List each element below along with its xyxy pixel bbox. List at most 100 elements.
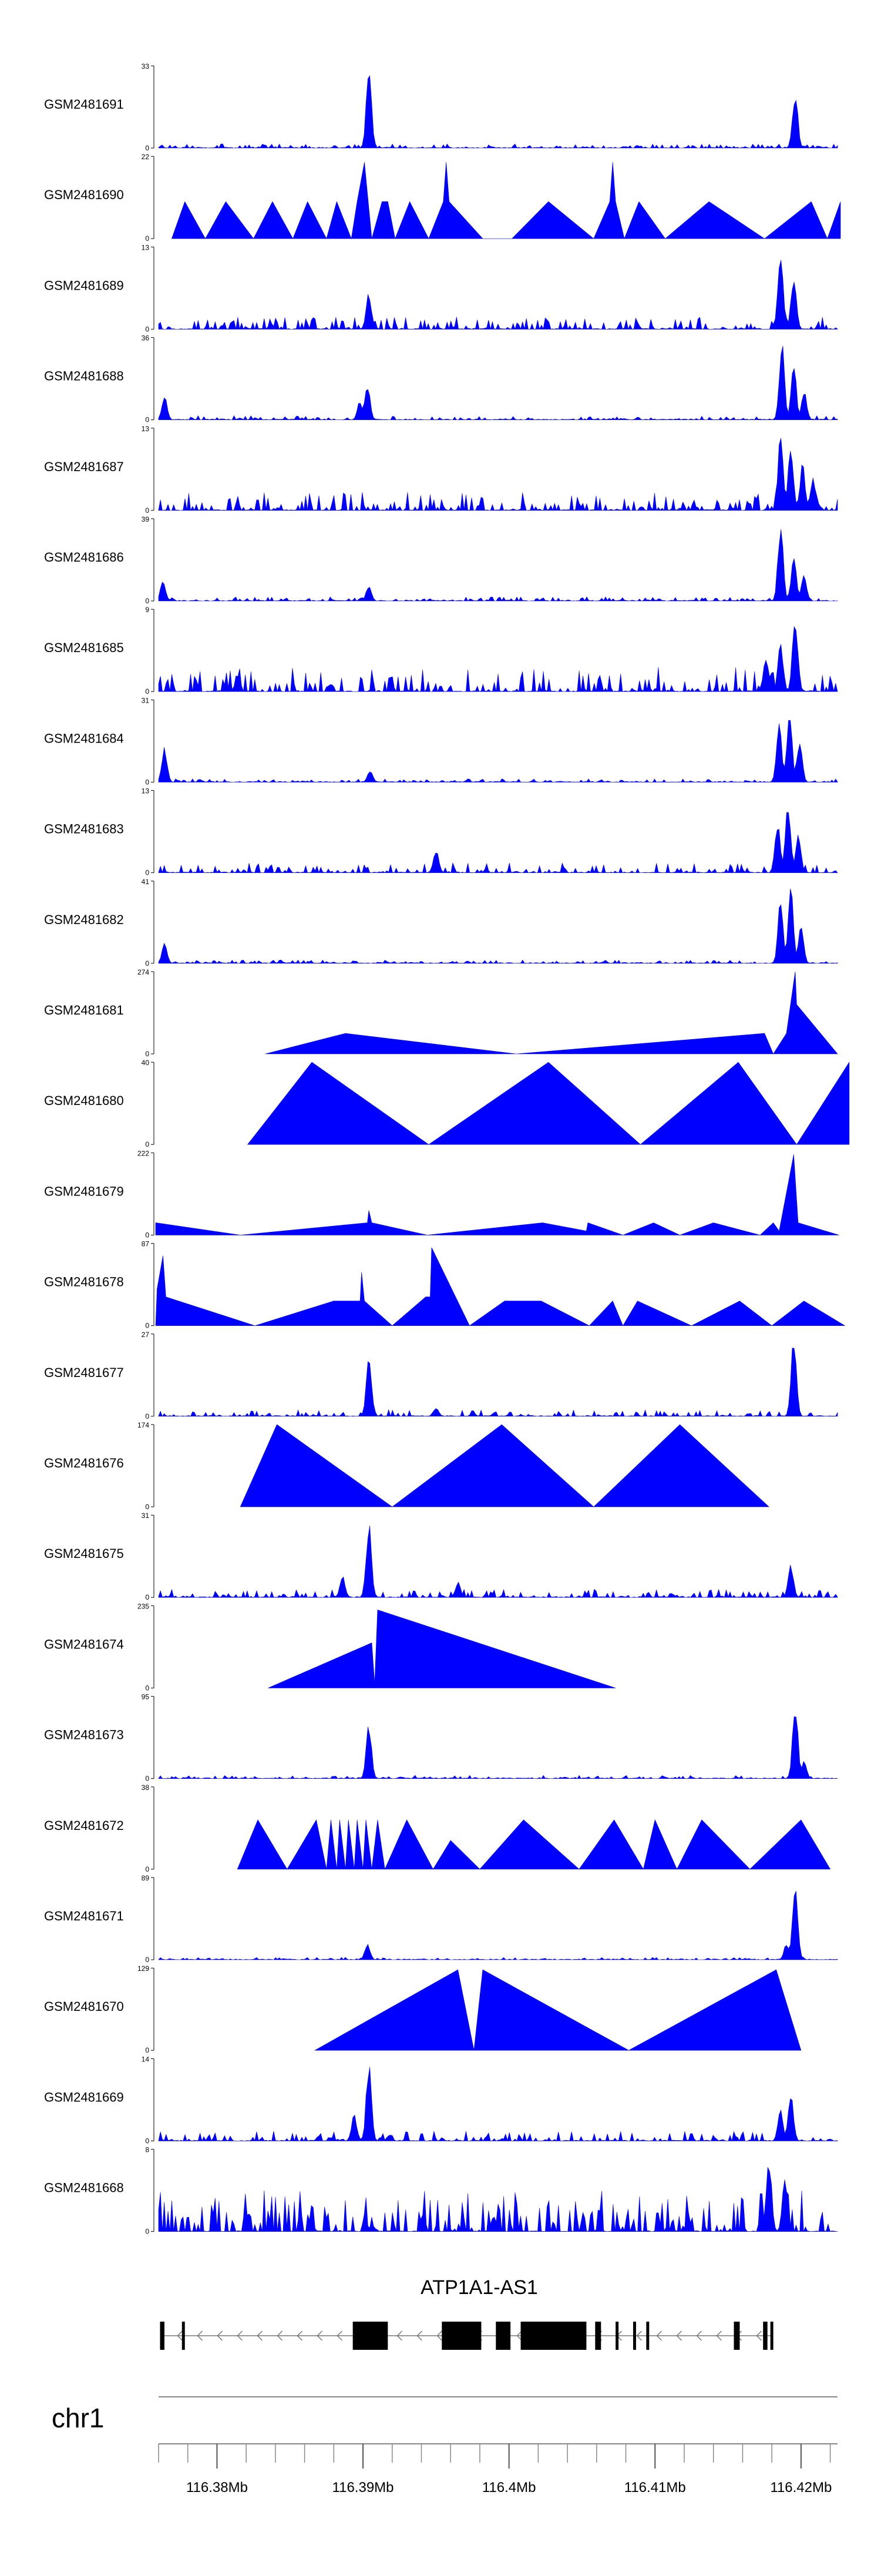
track-GSM2481674: 235 0 xyxy=(137,1602,616,1692)
track-label: GSM2481680 xyxy=(44,1093,124,1108)
genome-axis-tick-label: 116.42Mb xyxy=(770,2480,832,2496)
y-max-label: 222 xyxy=(137,1149,149,1157)
track-label: GSM2481668 xyxy=(44,2181,124,2195)
track-label: GSM2481690 xyxy=(44,187,124,202)
track-label: GSM2481670 xyxy=(44,1999,124,2014)
track-GSM2481685: 90 xyxy=(145,606,838,696)
track-area xyxy=(240,1424,769,1507)
track-GSM2481687: 13 0 xyxy=(142,425,838,515)
track-area xyxy=(158,260,838,330)
track-GSM2481668: 80 xyxy=(145,2146,838,2236)
track-label: GSM2481691 xyxy=(44,97,124,112)
track-area xyxy=(158,626,838,693)
track-label: GSM2481682 xyxy=(44,912,124,927)
strand-arrow xyxy=(277,2330,283,2341)
track-area xyxy=(247,1062,850,1145)
strand-arrow xyxy=(257,2330,263,2341)
y-max-label: 13 xyxy=(142,425,150,433)
track-GSM2481684: 31 0 xyxy=(142,696,838,786)
track-area xyxy=(158,1348,838,1417)
y-min-label: 0 xyxy=(145,234,149,243)
track-area xyxy=(158,888,838,964)
track-label: GSM2481679 xyxy=(44,1184,124,1198)
y-max-label: 33 xyxy=(142,62,150,70)
y-min-label: 0 xyxy=(145,2228,149,2236)
track-GSM2481691: 33 0 xyxy=(142,62,838,152)
track-label: GSM2481676 xyxy=(44,1456,124,1470)
y-min-label: 0 xyxy=(145,1775,149,1783)
y-max-label: 22 xyxy=(142,153,150,161)
y-min-label: 0 xyxy=(145,1322,149,1330)
gene-model xyxy=(160,2322,774,2350)
y-max-label: 14 xyxy=(142,2055,150,2063)
y-min-label: 0 xyxy=(145,1231,149,1239)
track-label: GSM2481671 xyxy=(44,1909,124,1923)
strand-arrow xyxy=(337,2330,343,2341)
gene-label: ATP1A1-AS1 xyxy=(421,2276,538,2299)
track-area xyxy=(237,1819,831,1870)
track-GSM2481670: 129 0 xyxy=(137,1964,802,2054)
track-area xyxy=(158,345,838,420)
y-max-label: 13 xyxy=(142,787,150,795)
y-min-label: 0 xyxy=(145,1412,149,1420)
chromosome-label: chr1 xyxy=(52,2403,104,2433)
y-max-label: 274 xyxy=(137,968,149,976)
strand-arrow xyxy=(396,2330,403,2341)
track-area xyxy=(171,162,841,240)
track-label: GSM2481688 xyxy=(44,369,124,384)
genome-axis-tick-label: 116.38Mb xyxy=(186,2480,248,2496)
strand-arrow xyxy=(676,2330,682,2341)
exon xyxy=(160,2322,164,2350)
y-min-label: 0 xyxy=(145,325,149,333)
genome-axis-tick-label: 116.4Mb xyxy=(482,2480,536,2496)
track-label: GSM2481681 xyxy=(44,1003,124,1017)
strand-arrow xyxy=(696,2330,702,2341)
strand-arrow xyxy=(716,2330,722,2341)
y-max-label: 8 xyxy=(145,2146,149,2154)
y-max-label: 95 xyxy=(142,1693,150,1701)
track-area xyxy=(158,1526,838,1598)
track-label: GSM2481683 xyxy=(44,822,124,837)
track-label: GSM2481675 xyxy=(44,1546,124,1561)
track-label: GSM2481687 xyxy=(44,459,124,474)
y-max-label: 38 xyxy=(142,1784,150,1792)
strand-arrow xyxy=(177,2330,183,2341)
track-GSM2481689: 13 0 xyxy=(142,243,838,333)
genome-axis-tick-label: 116.39Mb xyxy=(332,2480,394,2496)
track-GSM2481675: 31 0 xyxy=(142,1512,838,1601)
strand-arrow xyxy=(516,2330,523,2341)
track-area xyxy=(155,1247,846,1326)
y-min-label: 0 xyxy=(145,687,149,696)
y-max-label: 40 xyxy=(142,1059,150,1067)
track-GSM2481673: 95 0 xyxy=(142,1693,838,1783)
y-min-label: 0 xyxy=(145,959,149,968)
track-label: GSM2481684 xyxy=(44,731,124,745)
strand-arrow xyxy=(237,2330,243,2341)
y-max-label: 27 xyxy=(142,1331,150,1339)
exon xyxy=(646,2322,650,2350)
track-GSM2481680: 40 0 xyxy=(142,1059,850,1148)
y-min-label: 0 xyxy=(145,597,149,605)
y-min-label: 0 xyxy=(145,2046,149,2054)
track-label: GSM2481685 xyxy=(44,640,124,655)
track-area xyxy=(158,529,838,602)
y-min-label: 0 xyxy=(145,144,149,152)
track-GSM2481669: 14 0 xyxy=(142,2055,838,2145)
track-label: GSM2481678 xyxy=(44,1275,124,1289)
y-max-label: 31 xyxy=(142,1512,150,1520)
y-min-label: 0 xyxy=(145,1865,149,1873)
genome-axis-tick-label: 116.41Mb xyxy=(624,2480,686,2496)
strand-arrow xyxy=(756,2330,762,2341)
y-min-label: 0 xyxy=(145,506,149,515)
y-max-label: 41 xyxy=(142,878,150,886)
track-area xyxy=(158,720,838,782)
track-area xyxy=(268,1609,616,1688)
track-area xyxy=(158,2067,838,2142)
track-GSM2481678: 87 0 xyxy=(142,1240,846,1330)
track-area xyxy=(158,1716,838,1779)
track-area xyxy=(158,1890,838,1960)
track-label: GSM2481674 xyxy=(44,1637,124,1651)
exon xyxy=(520,2322,587,2350)
exon xyxy=(734,2322,740,2350)
